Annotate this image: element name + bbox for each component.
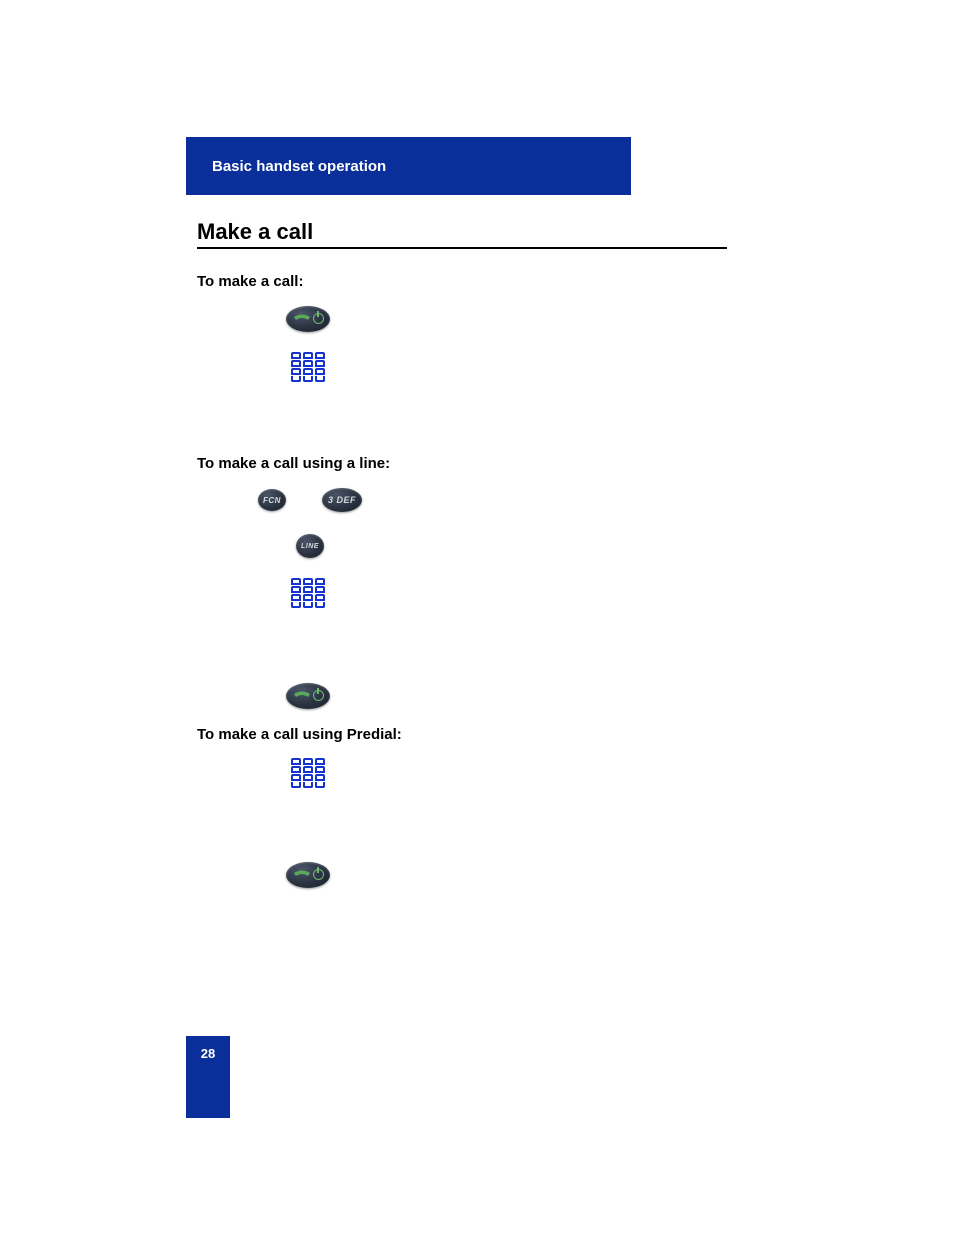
power-start-button-icon: [286, 683, 330, 709]
fcn-button-label: FCN: [258, 489, 286, 511]
section-title: Make a call: [197, 219, 313, 245]
three-def-button-icon: 3 DEF: [322, 488, 362, 512]
subheading-predial: To make a call using Predial:: [197, 726, 402, 743]
three-def-button-label: 3 DEF: [322, 488, 362, 512]
page-number: 28: [186, 1046, 230, 1061]
section-title-rule: [197, 247, 727, 249]
chapter-header-text: Basic handset operation: [212, 158, 386, 175]
fcn-button-icon: FCN: [258, 489, 286, 511]
keypad-icon: [291, 352, 327, 383]
hook-icon: [293, 314, 311, 324]
power-icon: [313, 313, 324, 324]
subheading-using-line: To make a call using a line:: [197, 455, 390, 472]
power-icon: [313, 690, 324, 701]
power-start-button-icon: [286, 862, 330, 888]
subheading-make-call: To make a call:: [197, 273, 303, 290]
line-button-label: LINE: [296, 534, 324, 558]
chapter-header-bar: Basic handset operation: [186, 137, 631, 195]
hook-icon: [293, 691, 311, 701]
keypad-icon: [291, 578, 327, 609]
power-icon: [313, 869, 324, 880]
hook-icon: [293, 870, 311, 880]
manual-page: Basic handset operation Make a call To m…: [0, 0, 954, 1235]
line-button-icon: LINE: [296, 534, 324, 558]
power-start-button-icon: [286, 306, 330, 332]
keypad-icon: [291, 758, 327, 789]
